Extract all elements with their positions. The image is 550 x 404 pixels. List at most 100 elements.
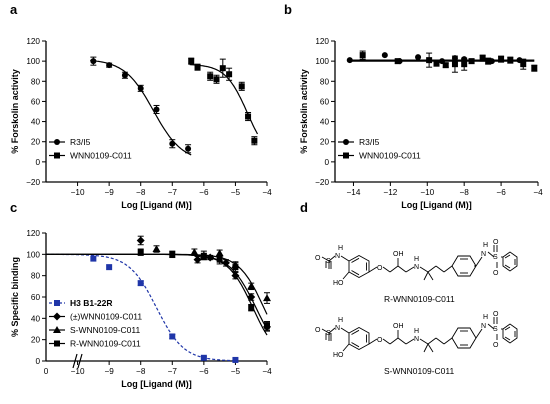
data-point — [207, 73, 214, 80]
data-point — [251, 137, 258, 144]
legend-marker — [343, 152, 349, 159]
data-point — [153, 106, 160, 113]
data-point — [193, 255, 202, 264]
y-tick-label: 40 — [31, 314, 41, 323]
data-point — [232, 356, 239, 363]
y-tick-label: 100 — [26, 250, 40, 259]
x-axis-title: Log [Ligand (M)] — [121, 200, 191, 210]
atom-s-1: S — [326, 258, 331, 265]
legend-label: WNN0109-C011 — [359, 151, 421, 161]
panel-label-a: a — [10, 2, 18, 17]
x-axis-title: Log [Ligand (M)] — [401, 200, 471, 210]
data-point — [219, 65, 226, 72]
data-point — [442, 62, 449, 69]
y-tick-label: 20 — [31, 336, 41, 345]
panel-label-d: d — [300, 200, 308, 215]
atom-n-1: N — [335, 253, 340, 260]
x-tick-label: −6 — [199, 367, 209, 376]
series-1 — [347, 50, 538, 73]
y-tick-label: 40 — [31, 118, 41, 127]
data-point — [194, 64, 201, 71]
data-point — [137, 85, 144, 92]
data-point — [264, 322, 270, 329]
legend: R3/I5 WNN0109-C011 — [338, 137, 421, 161]
data-point — [136, 236, 145, 245]
data-point — [485, 58, 492, 65]
atom-oh: OH — [393, 323, 404, 330]
data-point — [190, 248, 199, 256]
data-point — [169, 140, 176, 147]
y-tick-label: 120 — [26, 37, 40, 46]
x-tick-label: −10 — [420, 188, 434, 197]
data-point — [426, 57, 433, 64]
panel-label-b: b — [284, 2, 292, 17]
axis-break-mark — [77, 353, 83, 369]
atom-n-3: N — [481, 323, 486, 330]
legend-marker — [54, 152, 60, 159]
data-point — [215, 249, 224, 257]
y-tick-label: 120 — [315, 37, 329, 46]
atom-o-1: O — [315, 327, 321, 334]
data-point — [213, 76, 220, 83]
legend-marker — [54, 340, 60, 347]
x-tick-label: −8 — [460, 188, 470, 197]
data-point — [90, 58, 97, 65]
data-point — [346, 57, 353, 64]
x-tick-label: −4 — [262, 188, 272, 197]
legend: R3/I5 WNN0109-C011 — [49, 137, 132, 161]
x-tick-label: −6 — [496, 188, 506, 197]
x-tick-label: −4 — [262, 367, 272, 376]
data-point — [468, 58, 475, 65]
data-point — [152, 245, 161, 252]
data-point — [415, 54, 422, 61]
atom-s-1: S — [326, 330, 331, 337]
atom-n-2: N — [414, 336, 419, 343]
y-tick-label: 0 — [35, 158, 40, 167]
atom-o-1: O — [315, 255, 321, 262]
data-point — [106, 264, 113, 271]
atom-oh: OH — [393, 251, 404, 258]
data-point — [247, 282, 256, 290]
atom-o-3: O — [493, 239, 499, 246]
data-point — [221, 258, 230, 267]
data-point — [238, 83, 245, 90]
x-axis-title: Log [Ligand (M)] — [121, 379, 191, 389]
data-point — [507, 57, 514, 64]
structure-s-label: S-WNN0109-C011 — [384, 366, 455, 376]
legend-label: S-WNN0109-C011 — [70, 325, 141, 335]
data-point — [232, 264, 239, 271]
atom-o-4: O — [493, 270, 499, 277]
y-tick-label: 100 — [315, 57, 329, 66]
y-tick-label: 80 — [31, 272, 41, 281]
structure-s-wnn0109-c011: H N S O HO O OH H N H N S O O S-WNN0109-… — [315, 311, 518, 376]
data-point — [359, 52, 366, 59]
atom-ho: HO — [333, 352, 344, 359]
data-point — [137, 280, 144, 287]
legend: H3 B1-22R (±)WNN0109-C011 S-WNN0109-C011 R-… — [49, 298, 142, 349]
y-axis-title: % Forskolin activity — [10, 69, 20, 154]
data-point — [245, 113, 252, 120]
data-point — [226, 71, 233, 78]
series-0 — [90, 56, 192, 156]
data-point — [106, 62, 113, 69]
data-point — [263, 294, 271, 302]
x-tick-label: −10 — [71, 367, 85, 376]
series-1 — [188, 57, 259, 146]
atom-h-2: H — [414, 328, 419, 335]
atom-h-3: H — [483, 314, 488, 321]
fit-curve — [46, 253, 268, 336]
data-point — [90, 255, 97, 262]
x-tick-label: −14 — [347, 188, 361, 197]
x-tick-label-zero: 0 — [44, 367, 49, 376]
structure-r-wnn0109-c011: H N S O HO O OH H N H N S O O R-WNN0109-… — [315, 239, 518, 304]
data-point — [200, 253, 207, 260]
atom-ho: HO — [333, 280, 344, 287]
chart-c: 0 20 40 60 80 100 120 −10 −9 −8 −7 −6 −5 −4 0 Log [Liga… — [10, 229, 272, 389]
data-point — [137, 249, 144, 256]
structure-r-label: R-WNN0109-C011 — [384, 294, 455, 304]
x-tick-label: −6 — [199, 188, 209, 197]
data-point — [185, 145, 192, 152]
atom-o-2: O — [377, 337, 383, 344]
data-point — [461, 61, 468, 68]
series-0 — [346, 52, 535, 65]
